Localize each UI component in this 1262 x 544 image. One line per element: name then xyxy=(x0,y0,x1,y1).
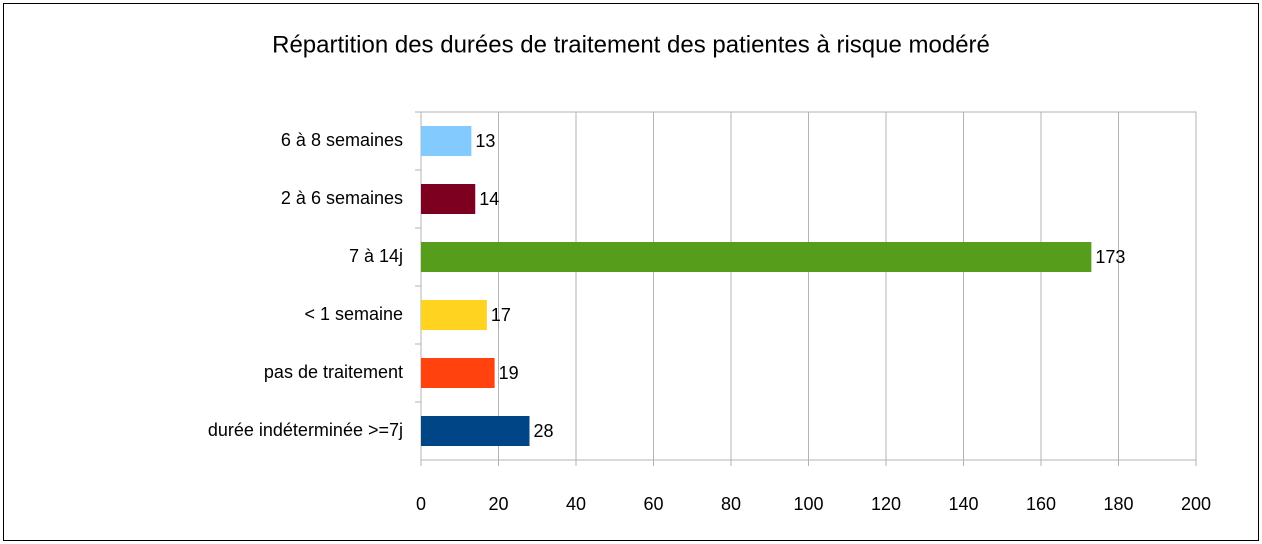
data-label: 14 xyxy=(479,189,499,209)
data-label: 28 xyxy=(534,421,554,441)
y-tick-label: pas de traitement xyxy=(264,362,403,382)
bar xyxy=(421,300,487,330)
x-tick-label: 160 xyxy=(1026,494,1056,514)
x-tick-label: 100 xyxy=(793,494,823,514)
bar xyxy=(421,242,1092,272)
x-tick-label: 0 xyxy=(416,494,426,514)
bar xyxy=(421,416,530,446)
data-label: 19 xyxy=(499,363,519,383)
x-tick-label: 140 xyxy=(948,494,978,514)
chart-title: Répartition des durées de traitement des… xyxy=(272,31,990,58)
data-label: 17 xyxy=(491,305,511,325)
bar xyxy=(421,126,472,156)
x-tick-label: 200 xyxy=(1181,494,1211,514)
y-tick-label: 2 à 6 semaines xyxy=(281,188,403,208)
y-tick-label: 6 à 8 semaines xyxy=(281,130,403,150)
data-label: 173 xyxy=(1095,247,1125,267)
data-label: 13 xyxy=(475,131,495,151)
x-tick-label: 80 xyxy=(721,494,741,514)
x-tick-label: 60 xyxy=(643,494,663,514)
x-tick-label: 120 xyxy=(871,494,901,514)
bar xyxy=(421,358,495,388)
y-tick-label: < 1 semaine xyxy=(304,304,403,324)
bar xyxy=(421,184,476,214)
x-tick-label: 40 xyxy=(566,494,586,514)
x-tick-label: 180 xyxy=(1103,494,1133,514)
y-tick-label: 7 à 14j xyxy=(349,246,403,266)
x-tick-label: 20 xyxy=(488,494,508,514)
y-tick-label: durée indéterminée >=7j xyxy=(208,420,403,440)
